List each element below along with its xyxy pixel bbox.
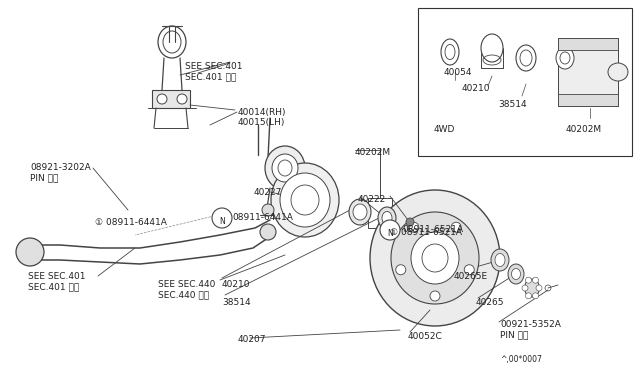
Text: 08911-6441A: 08911-6441A (232, 214, 293, 222)
Circle shape (430, 291, 440, 301)
Ellipse shape (481, 34, 503, 62)
Ellipse shape (353, 204, 367, 220)
Text: 40054: 40054 (444, 68, 472, 77)
Ellipse shape (495, 253, 505, 266)
Text: SEE SEC.401: SEE SEC.401 (185, 62, 243, 71)
Circle shape (532, 277, 538, 283)
Ellipse shape (608, 63, 628, 81)
Text: 40222: 40222 (358, 195, 387, 204)
Text: ① 08911-6441A: ① 08911-6441A (95, 218, 167, 227)
Circle shape (260, 224, 276, 240)
Text: 08921-3202A: 08921-3202A (30, 163, 91, 172)
Text: 40265E: 40265E (454, 272, 488, 281)
Text: SEC.401 参照: SEC.401 参照 (28, 282, 79, 291)
Bar (558, 38, 618, 106)
Bar (558, 38, 618, 50)
Ellipse shape (516, 45, 536, 71)
Ellipse shape (265, 146, 305, 190)
Text: PIN ピン: PIN ピン (30, 173, 58, 182)
Ellipse shape (349, 199, 371, 225)
Text: SEE SEC.440: SEE SEC.440 (158, 280, 216, 289)
Circle shape (157, 94, 167, 104)
Text: 40052C: 40052C (408, 332, 443, 341)
Text: 40265: 40265 (476, 298, 504, 307)
Ellipse shape (556, 47, 574, 69)
Circle shape (262, 204, 274, 216)
Ellipse shape (272, 154, 298, 182)
Text: 00921-5352A: 00921-5352A (500, 320, 561, 329)
Text: 40202M: 40202M (566, 125, 602, 134)
Circle shape (464, 265, 474, 275)
Ellipse shape (378, 207, 396, 229)
Ellipse shape (280, 173, 330, 227)
Circle shape (177, 94, 187, 104)
Circle shape (16, 238, 44, 266)
Circle shape (380, 220, 400, 240)
Bar (558, 94, 618, 106)
Text: 38514: 38514 (222, 298, 251, 307)
Bar (418, 8, 632, 156)
Text: SEC.401 参照: SEC.401 参照 (185, 72, 236, 81)
Circle shape (396, 265, 406, 275)
Text: 08911-6521A: 08911-6521A (402, 225, 463, 234)
Ellipse shape (491, 249, 509, 271)
Text: 40227: 40227 (254, 188, 282, 197)
Ellipse shape (370, 190, 500, 326)
Ellipse shape (411, 232, 459, 284)
Text: PIN ピン: PIN ピン (500, 330, 529, 339)
Text: 40202M: 40202M (355, 148, 391, 157)
Text: 40210: 40210 (222, 280, 250, 289)
Text: ① 08911-6521A: ① 08911-6521A (390, 228, 462, 237)
Text: 38514: 38514 (498, 100, 527, 109)
Circle shape (406, 218, 414, 226)
Ellipse shape (271, 163, 339, 237)
Text: SEE SEC.401: SEE SEC.401 (28, 272, 86, 281)
Text: N: N (219, 218, 225, 227)
Text: 40207: 40207 (238, 335, 266, 344)
Text: 4WD: 4WD (434, 125, 456, 134)
Bar (368, 198, 392, 228)
Circle shape (212, 208, 232, 228)
Circle shape (532, 293, 538, 299)
Text: 40210: 40210 (462, 84, 490, 93)
Text: SEC.440 参照: SEC.440 参照 (158, 290, 209, 299)
Bar (152, 90, 190, 108)
Circle shape (451, 222, 461, 232)
Circle shape (525, 277, 531, 283)
Text: 40015(LH): 40015(LH) (238, 118, 285, 127)
Ellipse shape (382, 212, 392, 224)
Circle shape (525, 293, 531, 299)
Text: N: N (387, 230, 393, 238)
Circle shape (409, 222, 419, 232)
Text: ^,00*0007: ^,00*0007 (500, 355, 542, 364)
Ellipse shape (391, 212, 479, 304)
Circle shape (522, 285, 528, 291)
Ellipse shape (511, 269, 520, 279)
Text: 40014(RH): 40014(RH) (238, 108, 287, 117)
Circle shape (536, 285, 542, 291)
Ellipse shape (525, 279, 540, 297)
Ellipse shape (508, 264, 524, 284)
